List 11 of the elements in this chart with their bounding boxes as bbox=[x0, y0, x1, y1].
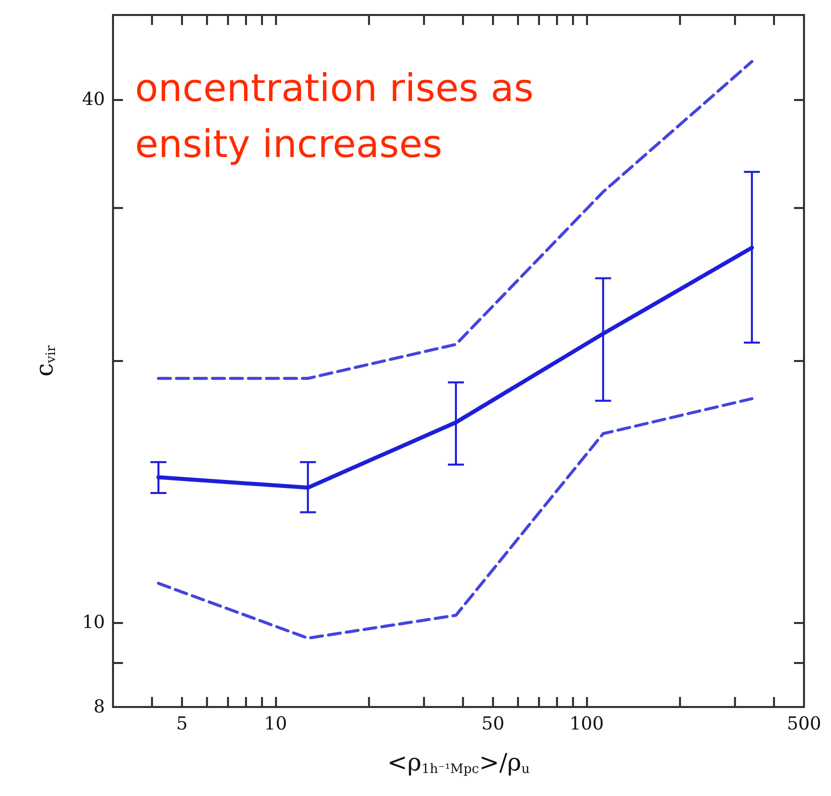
y-tick-label: 10 bbox=[82, 612, 105, 634]
x-tick-label: 5 bbox=[176, 714, 188, 734]
x-tick-label: 100 bbox=[569, 714, 604, 734]
y-axis-title: cvir bbox=[30, 344, 59, 377]
line-series bbox=[156, 397, 754, 640]
y-tick-label: 40 bbox=[82, 88, 105, 110]
x-tick-label: 50 bbox=[482, 714, 504, 734]
annotation: oncentration rises as ensity increases bbox=[135, 66, 534, 166]
x-tick-label: 500 bbox=[786, 714, 822, 734]
y-tick-label: 8 bbox=[94, 696, 105, 718]
x-tick-label: 10 bbox=[264, 714, 288, 734]
